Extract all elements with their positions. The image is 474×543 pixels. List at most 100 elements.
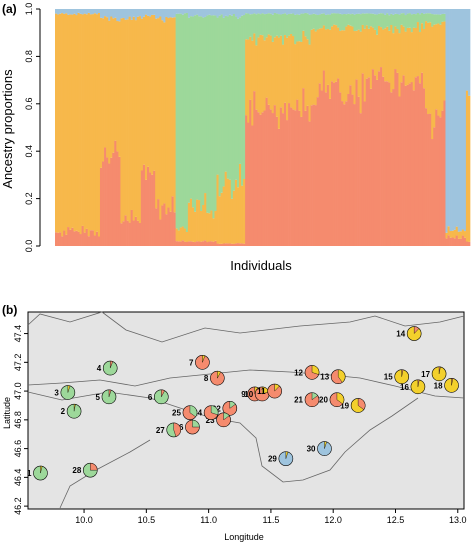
bar-blue (232, 9, 236, 14)
bar-green (431, 14, 434, 27)
bar-orange (142, 16, 146, 165)
bar-orange (337, 27, 340, 79)
bar-green (443, 13, 446, 22)
bar-red (318, 83, 322, 246)
bar-blue (449, 9, 452, 231)
bar-orange (304, 36, 307, 111)
bar-red (392, 89, 395, 246)
bar-red (320, 90, 324, 247)
bar-blue (210, 9, 213, 16)
bar-orange (257, 37, 260, 113)
bar-green (314, 14, 318, 32)
site-19: 19 (340, 398, 366, 413)
bar-orange (153, 14, 156, 171)
bar-red (112, 152, 115, 246)
bar-red (390, 92, 393, 246)
ancestry-barplot: (a) 0.0 0.2 0.4 0.6 0.8 1.0 Ancestry proporti… (0, 2, 471, 273)
bar-red (337, 78, 340, 246)
bar-red (175, 241, 179, 246)
bar-red (257, 112, 260, 246)
site-14: 14 (396, 326, 422, 341)
bar-blue (165, 9, 168, 17)
bar-orange (416, 22, 420, 77)
bar-blue (322, 9, 326, 14)
bar-green (320, 13, 324, 29)
bar-orange (110, 16, 113, 158)
bar-green (196, 14, 199, 200)
bar-orange (288, 35, 291, 104)
bar-blue (429, 9, 432, 14)
bar-blue (281, 9, 285, 14)
bar-blue (373, 9, 377, 15)
bar-red (380, 67, 383, 246)
bar-orange (210, 210, 213, 242)
bar-red (435, 109, 438, 246)
bar-red (382, 76, 385, 246)
bar-orange (433, 24, 436, 128)
bar-blue (173, 9, 176, 18)
bar-blue (402, 9, 405, 14)
bar-green (281, 13, 285, 45)
site-pie-slice (285, 451, 289, 459)
bar-red (378, 71, 381, 246)
bar-orange (106, 17, 109, 158)
bar-red (369, 88, 373, 246)
bar-orange (422, 28, 426, 89)
site-pie-slice (189, 405, 198, 418)
y-tick-label-a: 0.2 (24, 192, 34, 205)
bar-red (455, 235, 459, 246)
bar-green (179, 13, 183, 228)
bar-blue (110, 9, 113, 17)
site-label: 14 (396, 330, 405, 339)
bar-orange (302, 30, 305, 89)
site-pie-slice (217, 370, 221, 379)
bar-blue (435, 9, 438, 15)
bar-green (232, 13, 236, 191)
bar-orange (147, 15, 150, 167)
bar-blue (253, 9, 256, 14)
site-label: 8 (204, 374, 209, 383)
bar-orange (408, 27, 412, 84)
bar-green (177, 13, 181, 231)
bar-blue (431, 9, 434, 15)
site-pie-slice (173, 422, 181, 437)
bar-blue (187, 9, 191, 18)
bar-green (400, 13, 403, 25)
bar-blue (392, 9, 395, 15)
bar-green (351, 13, 354, 27)
site-label: 3 (54, 389, 59, 398)
site-1: 1 (27, 465, 48, 481)
bar-red (200, 241, 203, 246)
bar-blue (312, 9, 315, 14)
bar-orange (95, 14, 99, 232)
bar-orange (159, 16, 162, 220)
bar-orange (265, 37, 268, 98)
bar-orange (435, 24, 438, 110)
bar-blue (345, 9, 348, 15)
bar-orange (361, 24, 365, 74)
bar-red (253, 91, 256, 246)
bar-red (316, 97, 320, 246)
bar-blue (163, 9, 166, 23)
bar-orange (343, 30, 346, 105)
bar-orange (431, 26, 434, 140)
bar-red (157, 199, 160, 246)
bar-orange (392, 33, 395, 90)
bar-red (361, 73, 365, 246)
bar-orange (398, 33, 401, 97)
site-pie-slice (337, 369, 346, 383)
bar-blue (271, 9, 275, 15)
bar-orange (116, 21, 119, 152)
bar-orange (122, 18, 125, 222)
bar-red (102, 161, 105, 246)
bar-orange (226, 178, 230, 244)
site-12: 12 (294, 365, 320, 380)
bar-green (283, 13, 287, 36)
bar-blue (277, 9, 281, 15)
bar-red (91, 230, 95, 246)
bar-red (238, 243, 242, 246)
bar-red (153, 170, 156, 246)
bar-red (194, 242, 197, 246)
site-label: 2 (61, 407, 66, 416)
site-label: 23 (206, 416, 215, 425)
